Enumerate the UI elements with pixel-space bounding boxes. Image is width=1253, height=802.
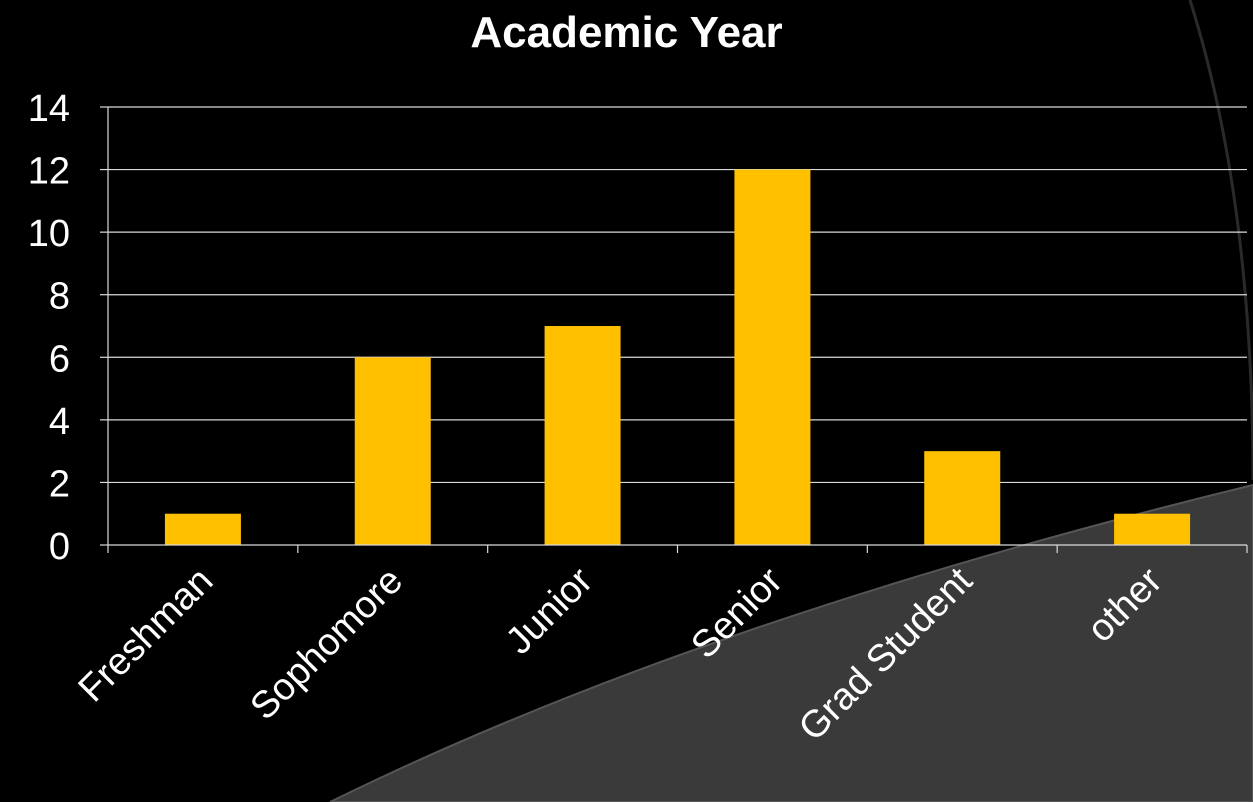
bar-sophomore bbox=[354, 357, 431, 545]
bar-senior bbox=[734, 169, 811, 546]
gridlines bbox=[108, 106, 1247, 484]
x-tick-label: Freshman bbox=[71, 560, 222, 711]
y-tick-label: 10 bbox=[28, 213, 70, 255]
axes bbox=[100, 106, 1248, 553]
y-tick-label: 12 bbox=[28, 151, 70, 193]
y-tick-label: 14 bbox=[28, 88, 70, 130]
bar-junior bbox=[544, 326, 621, 545]
background-swoosh bbox=[329, 483, 1253, 802]
background-swoosh-edge bbox=[1188, 0, 1253, 481]
x-tick-label: Senior bbox=[683, 559, 791, 667]
y-tick-labels: 0 2 4 6 8 10 12 14 bbox=[28, 88, 70, 568]
bar-freshman bbox=[164, 513, 241, 545]
x-tick-label: Junior bbox=[498, 559, 601, 662]
x-tick-label: Grad Student bbox=[791, 559, 981, 749]
y-tick-label: 6 bbox=[49, 338, 70, 380]
bar-grad-student bbox=[924, 451, 1001, 545]
y-tick-label: 8 bbox=[49, 276, 70, 318]
bar-other bbox=[1114, 513, 1191, 545]
bars bbox=[164, 169, 1191, 546]
x-tick-label: Sophomore bbox=[242, 560, 411, 729]
y-tick-label: 4 bbox=[49, 401, 70, 443]
y-tick-label: 2 bbox=[49, 463, 70, 505]
chart-title: Academic Year bbox=[470, 8, 783, 57]
y-tick-label: 0 bbox=[49, 526, 70, 568]
x-tick-labels: Freshman Sophomore Junior Senior Grad Studen… bbox=[71, 559, 1171, 749]
x-tick-label: other bbox=[1079, 559, 1170, 650]
